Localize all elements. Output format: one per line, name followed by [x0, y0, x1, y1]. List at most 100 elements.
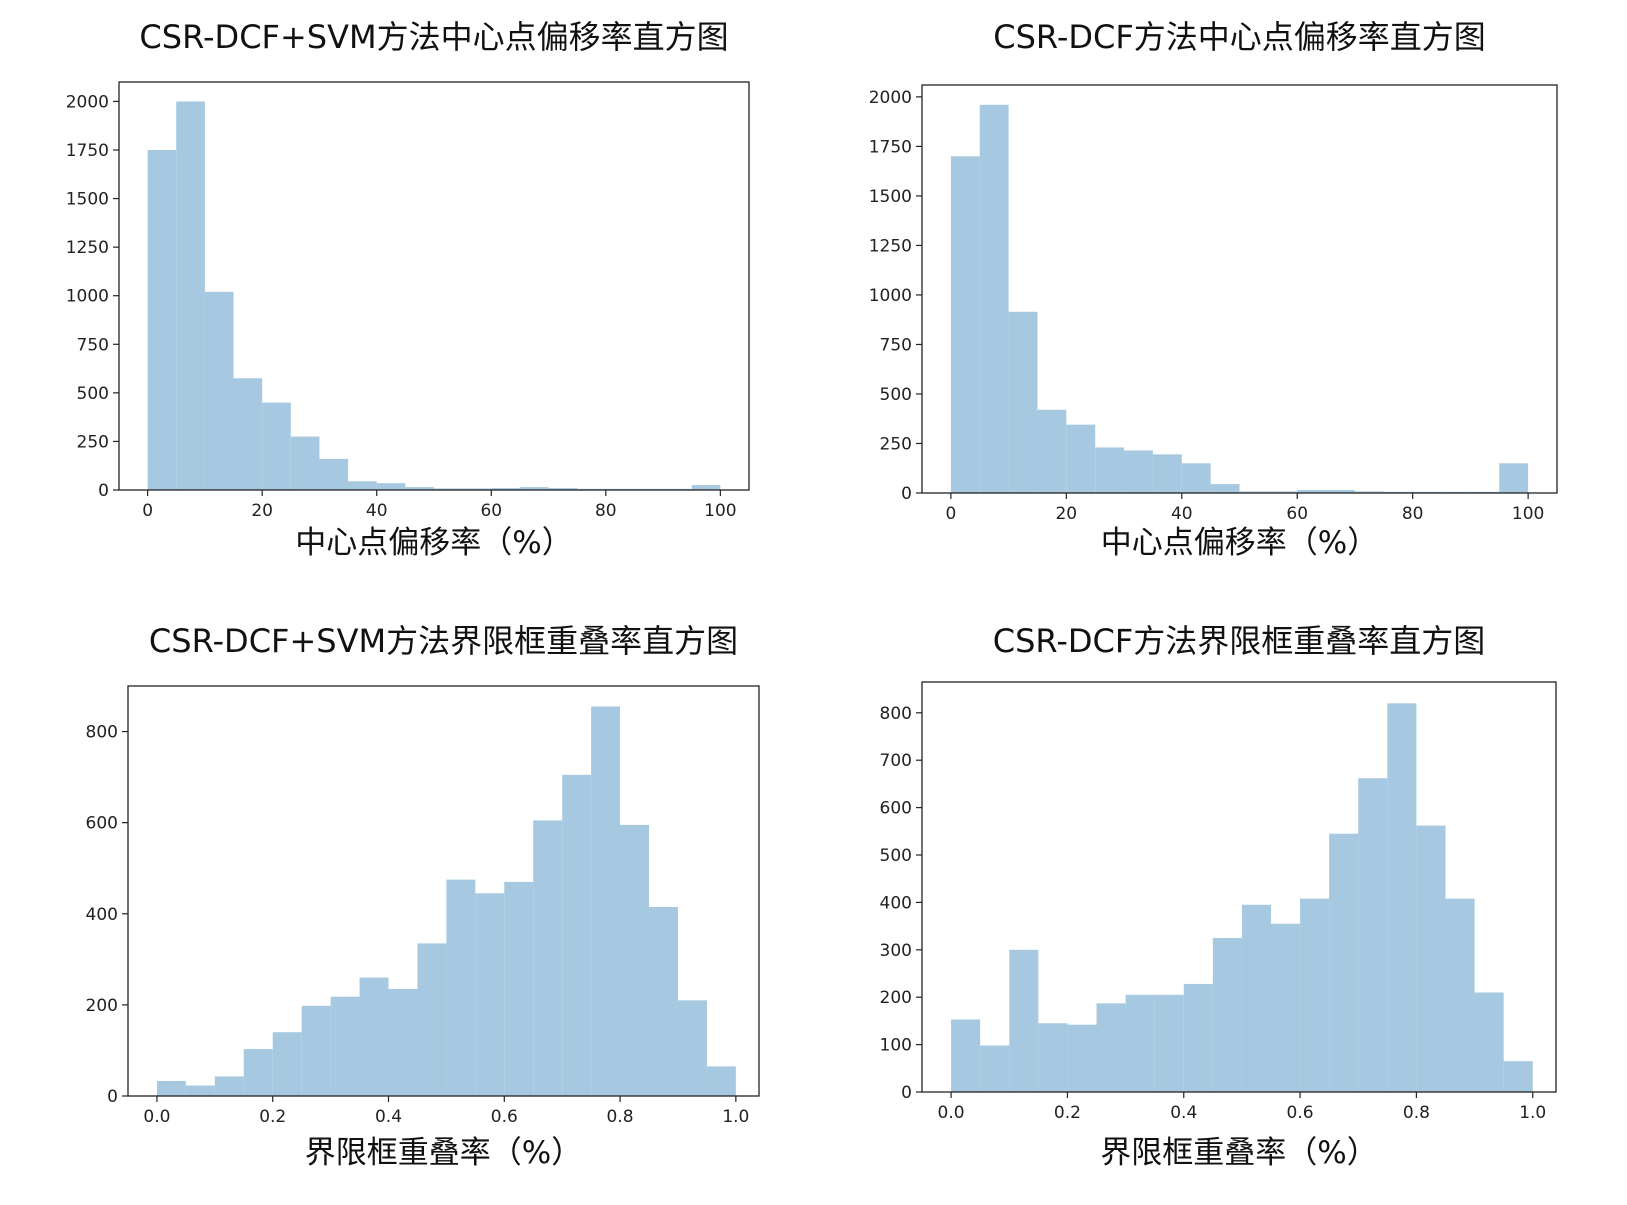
y-tick-label: 200 — [86, 996, 118, 1016]
histogram-bar — [1152, 454, 1182, 493]
y-tick-label: 600 — [86, 814, 118, 834]
x-tick-label: 40 — [366, 501, 388, 521]
y-tick-label: 500 — [880, 846, 912, 866]
y-tick-label: 0 — [901, 484, 912, 504]
y-tick-label: 800 — [880, 704, 912, 724]
y-tick-label: 2000 — [66, 92, 109, 112]
y-tick-label: 750 — [77, 335, 109, 355]
x-tick-label: 100 — [1512, 504, 1544, 524]
histogram-bar — [1096, 1003, 1126, 1092]
y-tick-label: 1250 — [66, 238, 109, 258]
histogram-bar — [1239, 491, 1269, 493]
histogram-bar — [591, 706, 621, 1096]
histogram-bar — [319, 458, 349, 490]
histogram-bar — [950, 156, 980, 493]
histogram-bar — [243, 1049, 273, 1096]
histogram-bar — [204, 291, 234, 490]
x-tick-label: 0 — [945, 504, 956, 524]
histogram-bar — [1300, 898, 1330, 1092]
histogram-bar — [620, 824, 650, 1096]
y-tick-label: 750 — [880, 335, 912, 355]
y-tick-label: 1000 — [66, 287, 109, 307]
x-tick-label: 0 — [142, 501, 153, 521]
histogram-bar — [262, 402, 291, 490]
y-tick-label: 1500 — [869, 187, 912, 207]
y-tick-label: 1750 — [869, 137, 912, 157]
chart-title: CSR-DCF+SVM方法界限框重叠率直方图 — [149, 622, 738, 660]
histogram-bar — [1358, 778, 1388, 1092]
x-tick-label: 60 — [480, 501, 502, 521]
x-tick-label: 0.2 — [1054, 1103, 1081, 1123]
histogram-bar — [405, 487, 434, 490]
y-tick-label: 600 — [880, 799, 912, 819]
y-tick-label: 0 — [98, 481, 109, 501]
x-tick-label: 80 — [1402, 504, 1424, 524]
x-tick-label: 0.2 — [259, 1107, 286, 1127]
x-tick-label: 20 — [251, 501, 273, 521]
histogram-bar — [185, 1085, 215, 1096]
x-tick-label: 1.0 — [722, 1107, 749, 1127]
y-tick-label: 1250 — [869, 236, 912, 256]
histogram-bar — [649, 906, 678, 1096]
x-tick-label: 0.8 — [1403, 1103, 1430, 1123]
histogram-bar — [301, 1005, 331, 1096]
histogram-bar — [1008, 311, 1038, 493]
x-tick-label: 20 — [1055, 504, 1077, 524]
histogram-bar — [156, 1080, 186, 1096]
histogram-bar — [1037, 409, 1067, 493]
histogram-bar — [1212, 937, 1242, 1092]
chart-title: CSR-DCF方法中心点偏移率直方图 — [993, 18, 1486, 56]
histogram-bar — [1503, 1061, 1533, 1092]
histogram-bar — [1499, 463, 1529, 493]
x-tick-label: 0.0 — [143, 1107, 170, 1127]
x-tick-label: 100 — [704, 501, 736, 521]
y-tick-label: 1500 — [66, 190, 109, 210]
x-tick-label: 0.8 — [607, 1107, 634, 1127]
histogram-bar — [233, 378, 263, 490]
histogram-bar — [1416, 825, 1446, 1092]
chart-3: CSR-DCF+SVM方法界限框重叠率直方图 0.0 0.2 0.4 0.6 0.8 1.0… — [86, 622, 760, 1171]
y-tick-label: 1000 — [869, 286, 912, 306]
histogram-bar — [691, 485, 721, 490]
histogram-bar — [1297, 490, 1327, 493]
x-tick-label: 80 — [595, 501, 617, 521]
histogram-bar — [1095, 447, 1125, 493]
histogram-bar — [1125, 994, 1155, 1092]
y-tick-label: 800 — [86, 723, 118, 743]
histogram-bar — [519, 487, 549, 490]
y-tick-label: 250 — [880, 434, 912, 454]
histogram-bar — [1329, 833, 1359, 1092]
x-tick-label: 40 — [1171, 504, 1193, 524]
histogram-bar — [462, 488, 492, 490]
histogram-bar — [1124, 450, 1153, 493]
histogram-bar — [533, 820, 563, 1096]
axes-frame — [921, 681, 1557, 1093]
histogram-bar — [359, 977, 389, 1096]
histogram-bar — [1387, 703, 1417, 1092]
axes-frame — [921, 84, 1558, 494]
histogram-bar — [1154, 994, 1184, 1092]
y-tick-label: 2000 — [869, 88, 912, 108]
y-tick-label: 400 — [86, 905, 118, 925]
histogram-bar — [446, 879, 476, 1096]
histogram-bar — [979, 104, 1009, 494]
y-tick-label: 0 — [901, 1083, 912, 1103]
histogram-bar — [1038, 1023, 1068, 1092]
x-tick-label: 0.6 — [491, 1107, 518, 1127]
histogram-bar — [376, 483, 406, 490]
y-tick-label: 500 — [880, 385, 912, 405]
chart-4: CSR-DCF方法界限框重叠率直方图 0.0 0.2 0.4 0.6 0.8 1.0 0 100… — [880, 622, 1557, 1171]
histogram-bar — [1181, 463, 1211, 493]
chart-title: CSR-DCF方法界限框重叠率直方图 — [993, 622, 1486, 660]
histogram-bar — [1210, 484, 1240, 493]
histogram-bar — [562, 774, 592, 1096]
y-tick-label: 0 — [107, 1087, 118, 1107]
histogram-bar — [1066, 424, 1096, 493]
x-tick-label: 0.4 — [375, 1107, 402, 1127]
y-tick-label: 1750 — [66, 141, 109, 161]
histogram-bar — [388, 988, 418, 1096]
histogram-bar — [434, 488, 463, 490]
histogram-bar — [290, 436, 320, 490]
